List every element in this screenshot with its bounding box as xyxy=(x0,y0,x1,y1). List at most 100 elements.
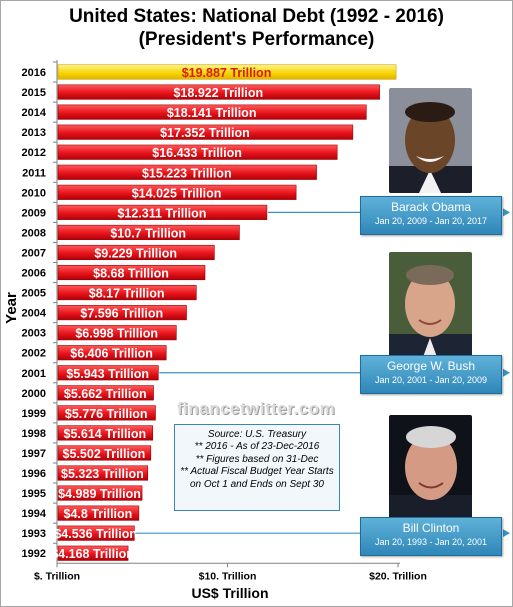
data-label: $4.168 Trillion xyxy=(51,547,134,561)
pointer-arrowhead xyxy=(503,368,510,377)
data-label: $4.989 Trillion xyxy=(58,487,141,501)
y-tick-label: 2009 xyxy=(22,207,46,219)
bar xyxy=(57,345,167,361)
data-label: $5.776 Trillion xyxy=(65,407,148,421)
notes-line: Source: U.S. Treasury xyxy=(207,429,307,440)
y-tick-label: 1998 xyxy=(22,428,46,440)
y-tick-label: 2002 xyxy=(22,348,46,360)
data-label: $5.614 Trillion xyxy=(64,427,147,441)
notes-line: ** Figures based on 31-Dec xyxy=(195,453,319,465)
y-tick-label: 2006 xyxy=(22,268,46,280)
y-tick-label: 2004 xyxy=(22,308,47,320)
bar xyxy=(57,445,152,461)
data-label: $10.7 Trillion xyxy=(110,226,186,240)
data-label: $5.943 Trillion xyxy=(66,367,149,381)
y-tick-label: 1997 xyxy=(22,448,46,460)
y-tick-label: 2008 xyxy=(22,227,46,239)
watermark-logo: financetwitter.com xyxy=(177,399,336,418)
data-label: $18.141 Trillion xyxy=(167,106,257,120)
bar xyxy=(57,485,143,501)
bar xyxy=(57,425,154,441)
bar xyxy=(57,505,140,521)
data-label: $5.662 Trillion xyxy=(64,387,147,401)
y-tick-label: 1993 xyxy=(22,528,46,540)
clinton-photo xyxy=(389,415,472,518)
bar xyxy=(57,305,187,321)
y-tick-label: 1999 xyxy=(22,408,46,420)
bar xyxy=(57,325,177,341)
y-tick-label: 2007 xyxy=(22,247,46,259)
data-label: $4.8 Trillion xyxy=(64,507,133,521)
data-label: $7.596 Trillion xyxy=(80,307,163,321)
data-label: $8.68 Trillion xyxy=(93,267,169,281)
president-term: Jan 20, 1993 - Jan 20, 2001 xyxy=(374,537,488,547)
bar xyxy=(57,465,149,481)
bush-callout: George W. Bush Jan 20, 2001 - Jan 20, 20… xyxy=(360,355,502,394)
data-label: $17.352 Trillion xyxy=(160,126,250,140)
x-axis-label: US$ Trillion xyxy=(191,585,268,601)
x-tick-label: $20. Trillion xyxy=(369,570,427,582)
president-name: Bill Clinton xyxy=(402,521,460,535)
bar xyxy=(57,104,367,120)
bar xyxy=(57,124,354,140)
y-tick-label: 2016 xyxy=(22,67,46,79)
y-tick-label: 1994 xyxy=(22,508,47,520)
data-label: $4.536 Trillion xyxy=(54,527,137,541)
bar xyxy=(57,144,338,160)
portrait-image xyxy=(389,88,472,193)
obama-callout: Barack Obama Jan 20, 2009 - Jan 20, 2017 xyxy=(360,196,502,235)
clinton-callout: Bill Clinton Jan 20, 1993 - Jan 20, 2001 xyxy=(360,517,502,556)
chart-subtitle: (President's Performance) xyxy=(138,29,375,50)
president-name: Barack Obama xyxy=(390,200,472,214)
y-tick-label: 2010 xyxy=(22,187,46,199)
pointer-arrowhead xyxy=(503,208,510,217)
bar xyxy=(57,264,206,281)
data-label: $15.223 Trillion xyxy=(142,166,232,180)
chart-title-block: United States: National Debt (1992 - 201… xyxy=(0,5,513,51)
bar xyxy=(57,184,297,200)
x-tick-label: $. Trillion xyxy=(34,570,80,582)
bar xyxy=(57,545,129,561)
bar xyxy=(57,385,154,401)
data-label: $6.406 Trillion xyxy=(70,347,153,361)
data-label: $16.433 Trillion xyxy=(152,146,242,160)
data-label: $19.887 Trillion xyxy=(182,66,272,80)
data-label: $8.17 Trillion xyxy=(89,287,165,301)
bar xyxy=(57,64,397,80)
bar xyxy=(57,244,215,261)
bar xyxy=(57,405,156,421)
bar xyxy=(57,365,159,381)
president-term: Jan 20, 2009 - Jan 20, 2017 xyxy=(374,216,488,226)
portrait-image xyxy=(389,415,472,518)
y-tick-label: 2012 xyxy=(22,147,46,159)
x-tick-label: $10. Trillion xyxy=(199,570,257,582)
bar xyxy=(57,164,317,180)
y-tick-label: 2003 xyxy=(22,328,46,340)
chart-title: United States: National Debt (1992 - 201… xyxy=(69,6,444,27)
bar xyxy=(57,525,135,541)
notes-line: on Oct 1 and Ends on Sept 30 xyxy=(190,478,324,490)
notes-line: ** Actual Fiscal Budget Year Starts xyxy=(180,466,334,478)
y-tick-label: 2011 xyxy=(22,167,46,179)
y-tick-label: 2000 xyxy=(22,388,46,400)
source-notes-box: Source: U.S. Treasury ** 2016 - As of 23… xyxy=(174,424,340,511)
y-tick-label: 1992 xyxy=(22,548,46,560)
y-tick-label: 2013 xyxy=(22,127,46,139)
data-label: $6.998 Trillion xyxy=(75,327,158,341)
bar xyxy=(57,285,197,301)
y-axis-label: Year xyxy=(3,292,20,324)
data-label: $5.323 Trillion xyxy=(61,467,144,481)
data-label: $14.025 Trillion xyxy=(132,186,222,200)
bar xyxy=(57,84,380,100)
data-label: $5.502 Trillion xyxy=(63,447,146,461)
pointer-arrowhead xyxy=(503,529,510,538)
y-tick-label: 2005 xyxy=(22,288,46,300)
obama-photo xyxy=(389,88,472,193)
y-tick-label: 1995 xyxy=(22,488,46,500)
y-tick-label: 1996 xyxy=(22,468,46,480)
bush-photo xyxy=(389,252,472,357)
y-tick-label: 2001 xyxy=(22,368,46,380)
president-name: George W. Bush xyxy=(386,359,476,373)
notes-line: ** 2016 - As of 23-Dec-2016 xyxy=(194,441,320,453)
